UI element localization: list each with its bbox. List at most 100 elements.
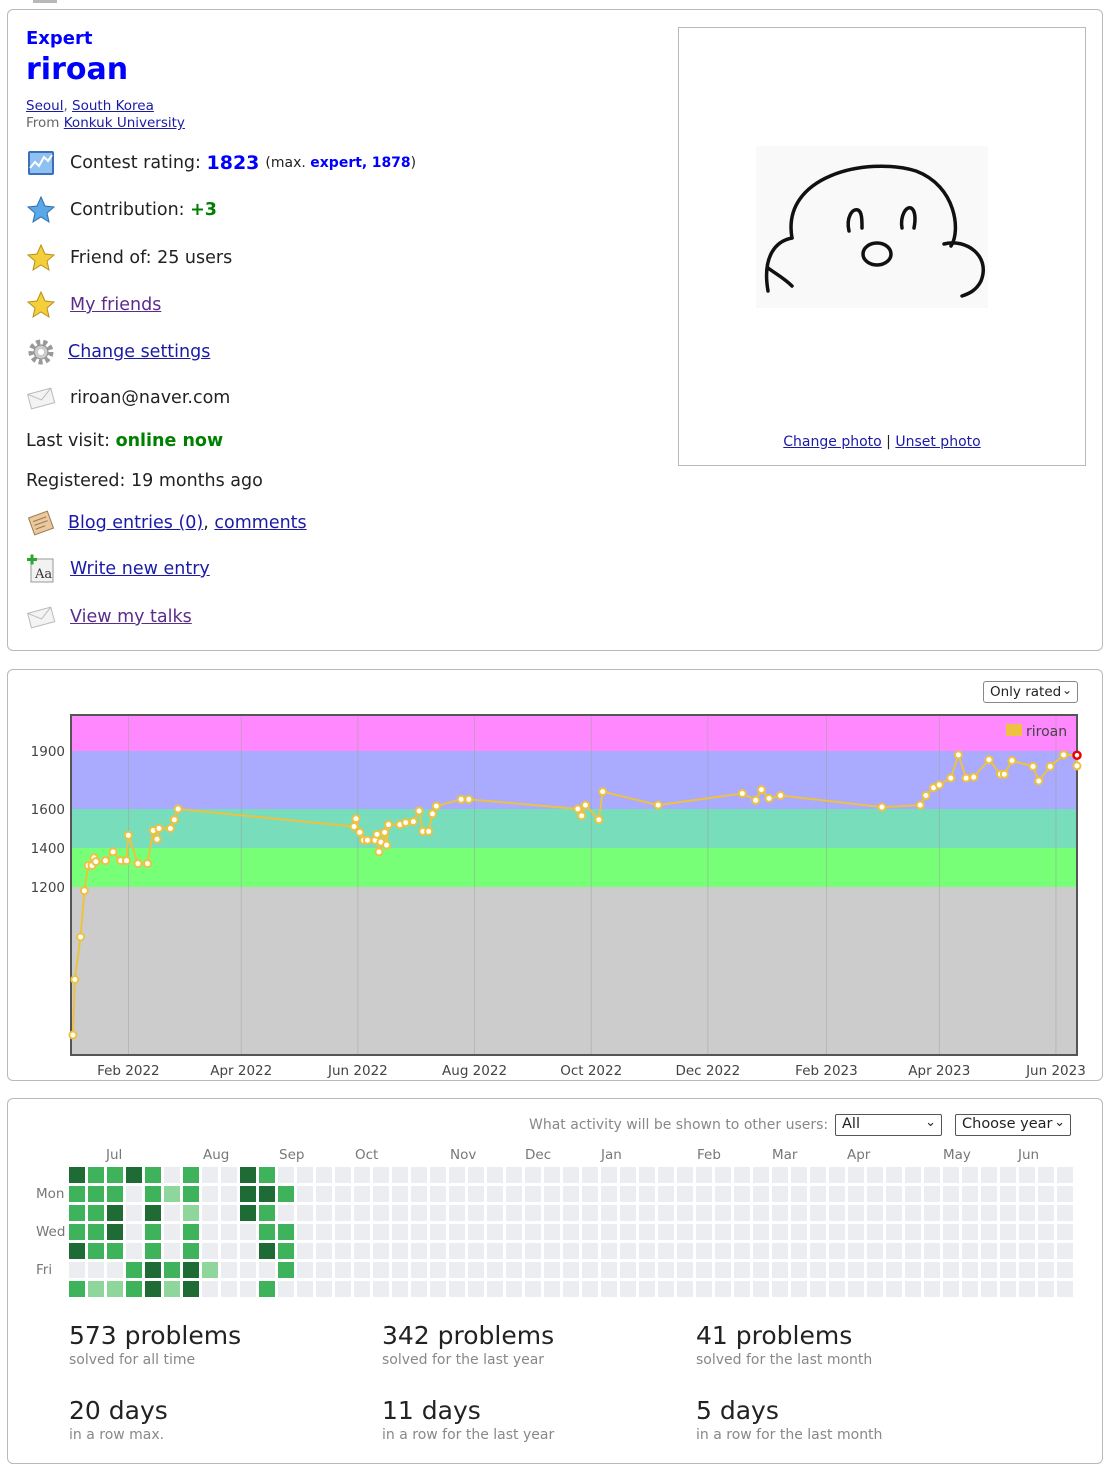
heatmap-cell[interactable] <box>658 1243 674 1259</box>
heatmap-cell[interactable] <box>563 1167 579 1183</box>
heatmap-cell[interactable] <box>411 1186 427 1202</box>
city-link[interactable]: Seoul <box>26 98 64 114</box>
heatmap-cell[interactable] <box>905 1186 921 1202</box>
heatmap-cell[interactable] <box>278 1186 294 1202</box>
heatmap-cell[interactable] <box>829 1224 845 1240</box>
heatmap-cell[interactable] <box>506 1281 522 1297</box>
heatmap-cell[interactable] <box>734 1224 750 1240</box>
heatmap-cell[interactable] <box>905 1205 921 1221</box>
heatmap-cell[interactable] <box>373 1243 389 1259</box>
heatmap-cell[interactable] <box>563 1262 579 1278</box>
heatmap-cell[interactable] <box>943 1205 959 1221</box>
heatmap-cell[interactable] <box>943 1224 959 1240</box>
heatmap-cell[interactable] <box>506 1167 522 1183</box>
heatmap-cell[interactable] <box>1019 1262 1035 1278</box>
heatmap-cell[interactable] <box>886 1186 902 1202</box>
heatmap-cell[interactable] <box>487 1224 503 1240</box>
organization-link[interactable]: Konkuk University <box>63 115 185 131</box>
heatmap-cell[interactable] <box>753 1281 769 1297</box>
heatmap-cell[interactable] <box>677 1262 693 1278</box>
heatmap-cell[interactable] <box>962 1186 978 1202</box>
heatmap-cell[interactable] <box>886 1205 902 1221</box>
heatmap-cell[interactable] <box>221 1243 237 1259</box>
heatmap-cell[interactable] <box>677 1186 693 1202</box>
heatmap-cell[interactable] <box>126 1186 142 1202</box>
heatmap-cell[interactable] <box>810 1224 826 1240</box>
heatmap-cell[interactable] <box>487 1281 503 1297</box>
heatmap-cell[interactable] <box>1019 1281 1035 1297</box>
heatmap-cell[interactable] <box>88 1262 104 1278</box>
heatmap-cell[interactable] <box>373 1281 389 1297</box>
heatmap-cell[interactable] <box>791 1243 807 1259</box>
heatmap-cell[interactable] <box>924 1262 940 1278</box>
heatmap-cell[interactable] <box>1038 1224 1054 1240</box>
comments-link[interactable]: comments <box>214 513 307 533</box>
heatmap-cell[interactable] <box>240 1224 256 1240</box>
heatmap-cell[interactable] <box>316 1186 332 1202</box>
heatmap-cell[interactable] <box>962 1281 978 1297</box>
heatmap-cell[interactable] <box>240 1167 256 1183</box>
heatmap-cell[interactable] <box>1038 1281 1054 1297</box>
heatmap-cell[interactable] <box>221 1205 237 1221</box>
heatmap-cell[interactable] <box>772 1243 788 1259</box>
heatmap-cell[interactable] <box>297 1262 313 1278</box>
heatmap-cell[interactable] <box>639 1224 655 1240</box>
heatmap-cell[interactable] <box>183 1262 199 1278</box>
heatmap-cell[interactable] <box>525 1186 541 1202</box>
heatmap-cell[interactable] <box>278 1262 294 1278</box>
heatmap-cell[interactable] <box>145 1167 161 1183</box>
heatmap-cell[interactable] <box>430 1186 446 1202</box>
heatmap-cell[interactable] <box>525 1243 541 1259</box>
heatmap-cell[interactable] <box>563 1224 579 1240</box>
heatmap-cell[interactable] <box>449 1167 465 1183</box>
heatmap-cell[interactable] <box>107 1281 123 1297</box>
heatmap-cell[interactable] <box>962 1167 978 1183</box>
heatmap-cell[interactable] <box>848 1186 864 1202</box>
heatmap-cell[interactable] <box>335 1224 351 1240</box>
heatmap-cell[interactable] <box>88 1167 104 1183</box>
heatmap-cell[interactable] <box>734 1262 750 1278</box>
heatmap-cell[interactable] <box>848 1281 864 1297</box>
heatmap-cell[interactable] <box>88 1186 104 1202</box>
heatmap-cell[interactable] <box>1038 1243 1054 1259</box>
heatmap-cell[interactable] <box>829 1167 845 1183</box>
heatmap-cell[interactable] <box>696 1281 712 1297</box>
heatmap-cell[interactable] <box>297 1167 313 1183</box>
heatmap-cell[interactable] <box>1000 1262 1016 1278</box>
heatmap-cell[interactable] <box>639 1186 655 1202</box>
change-settings-link[interactable]: Change settings <box>68 342 211 362</box>
heatmap-cell[interactable] <box>1019 1224 1035 1240</box>
country-link[interactable]: South Korea <box>72 98 154 114</box>
heatmap-cell[interactable] <box>69 1224 85 1240</box>
heatmap-cell[interactable] <box>335 1243 351 1259</box>
heatmap-cell[interactable] <box>620 1224 636 1240</box>
heatmap-cell[interactable] <box>658 1224 674 1240</box>
heatmap-cell[interactable] <box>69 1167 85 1183</box>
heatmap-cell[interactable] <box>867 1205 883 1221</box>
heatmap-cell[interactable] <box>259 1167 275 1183</box>
heatmap-cell[interactable] <box>696 1243 712 1259</box>
heatmap-cell[interactable] <box>829 1243 845 1259</box>
heatmap-cell[interactable] <box>506 1262 522 1278</box>
heatmap-cell[interactable] <box>810 1167 826 1183</box>
heatmap-cell[interactable] <box>183 1281 199 1297</box>
heatmap-cell[interactable] <box>69 1243 85 1259</box>
heatmap-cell[interactable] <box>335 1262 351 1278</box>
heatmap-cell[interactable] <box>487 1243 503 1259</box>
heatmap-cell[interactable] <box>867 1167 883 1183</box>
heatmap-cell[interactable] <box>620 1281 636 1297</box>
heatmap-cell[interactable] <box>487 1167 503 1183</box>
heatmap-cell[interactable] <box>449 1281 465 1297</box>
heatmap-cell[interactable] <box>658 1262 674 1278</box>
heatmap-cell[interactable] <box>753 1243 769 1259</box>
heatmap-cell[interactable] <box>69 1205 85 1221</box>
heatmap-cell[interactable] <box>202 1205 218 1221</box>
heatmap-cell[interactable] <box>316 1281 332 1297</box>
heatmap-cell[interactable] <box>696 1167 712 1183</box>
heatmap-cell[interactable] <box>468 1262 484 1278</box>
heatmap-cell[interactable] <box>715 1243 731 1259</box>
heatmap-cell[interactable] <box>582 1205 598 1221</box>
heatmap-cell[interactable] <box>107 1167 123 1183</box>
heatmap-cell[interactable] <box>487 1262 503 1278</box>
heatmap-cell[interactable] <box>164 1186 180 1202</box>
